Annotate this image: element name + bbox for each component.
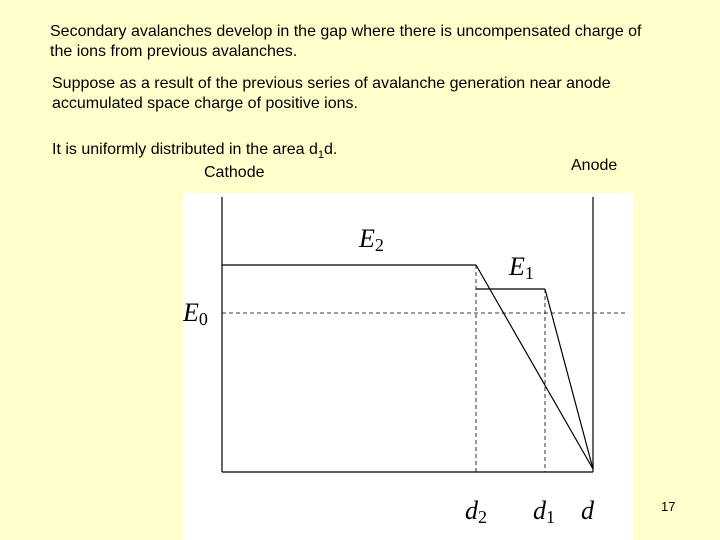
subscript: 2 [375, 235, 384, 255]
field-diagram: E2 E1 E0 d2 d1 d [183, 193, 633, 540]
text: It is uniformly distributed in the area … [52, 141, 318, 158]
cathode-label: Cathode [204, 164, 265, 181]
subscript: 0 [199, 309, 208, 329]
subscript: 1 [525, 263, 534, 283]
text: d [465, 496, 479, 525]
text: d [533, 496, 547, 525]
distribution-text: It is uniformly distributed in the area … [52, 140, 337, 165]
field-line [544, 288, 594, 470]
subscript: 1 [546, 507, 555, 527]
paragraph: Suppose as a result of the previous seri… [52, 75, 611, 112]
d2-label: d2 [465, 496, 487, 527]
text: E [183, 298, 199, 327]
e1-label: E1 [508, 252, 534, 283]
d1-label: d1 [533, 496, 555, 527]
figure-background [183, 193, 633, 540]
field-line [475, 264, 594, 470]
text: E [358, 224, 375, 253]
subscript: 2 [478, 507, 487, 527]
subscript: 1 [317, 149, 325, 162]
page-number: 17 [661, 499, 676, 514]
paragraph: Secondary avalanches develop in the gap … [50, 23, 642, 60]
e2-label: E2 [358, 224, 384, 255]
text: d. [324, 141, 338, 158]
d-label: d [581, 496, 595, 525]
e0-label: E0 [183, 298, 208, 329]
text: E [508, 252, 525, 281]
anode-label: Anode [571, 157, 618, 174]
